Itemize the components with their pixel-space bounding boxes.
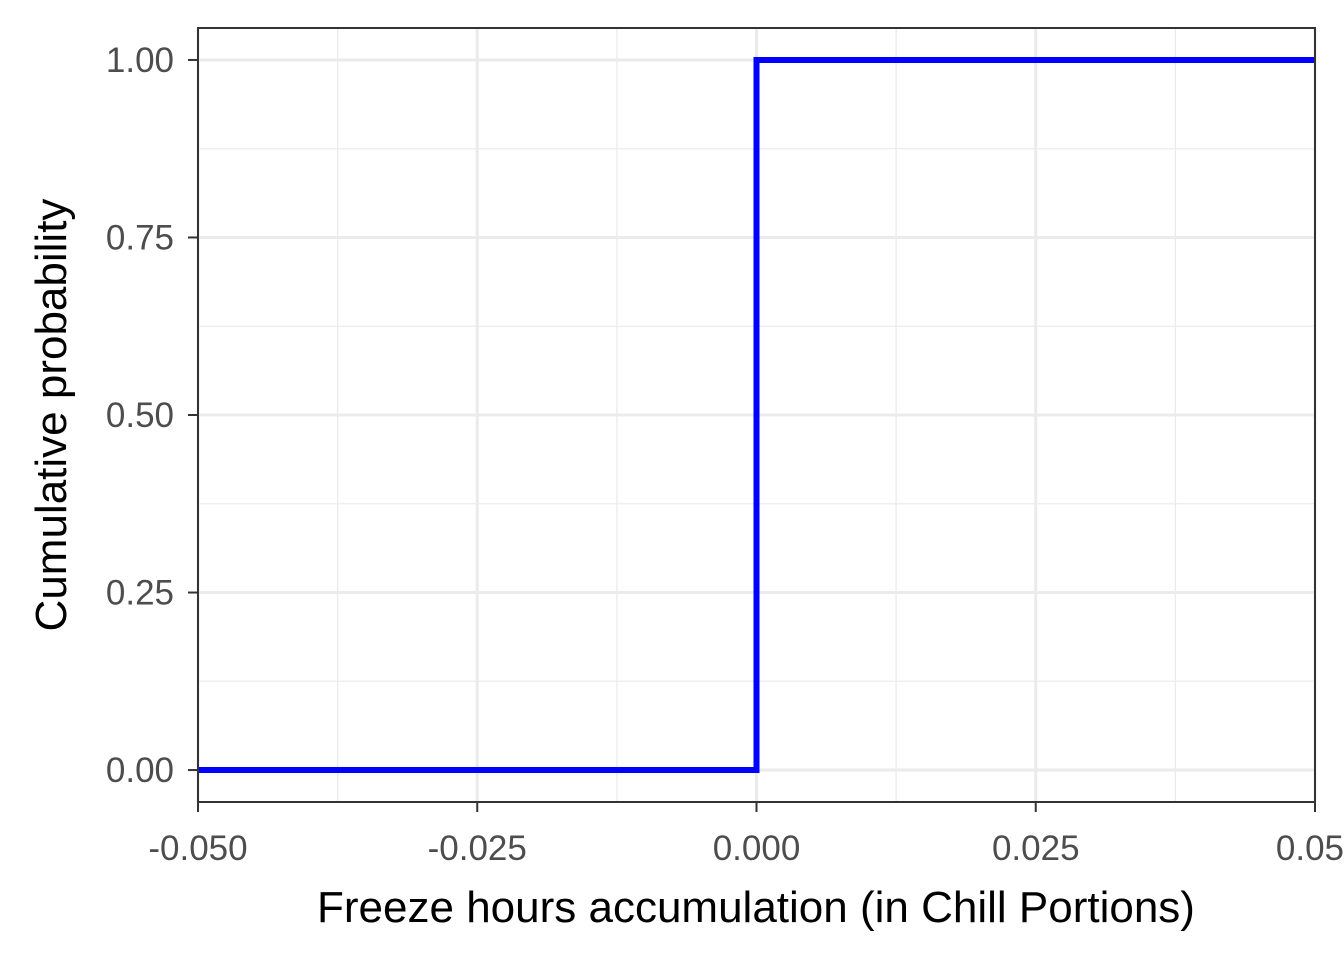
x-tick-label: -0.050	[148, 829, 247, 868]
y-tick-label: 0.50	[106, 396, 174, 435]
y-axis-title: Cumulative probability	[27, 199, 76, 632]
y-tick-label: 0.75	[106, 218, 174, 257]
x-tick-label: 0.05	[1276, 829, 1344, 868]
x-tick-label: 0.025	[992, 829, 1080, 868]
x-axis: -0.050 -0.025 0.000 0.025 0.05	[148, 802, 1344, 868]
y-tick-label: 1.00	[106, 41, 174, 80]
y-tick-label: 0.00	[106, 751, 174, 790]
series-layer	[198, 56, 1315, 774]
y-axis: 0.00 0.25 0.50 0.75 1.00	[106, 41, 198, 790]
y-tick-label: 0.25	[106, 574, 174, 613]
x-axis-title: Freeze hours accumulation (in Chill Port…	[317, 883, 1195, 932]
ecdf-step-line	[198, 56, 1315, 774]
x-tick-label: 0.000	[713, 829, 801, 868]
x-tick-label: -0.025	[428, 829, 527, 868]
